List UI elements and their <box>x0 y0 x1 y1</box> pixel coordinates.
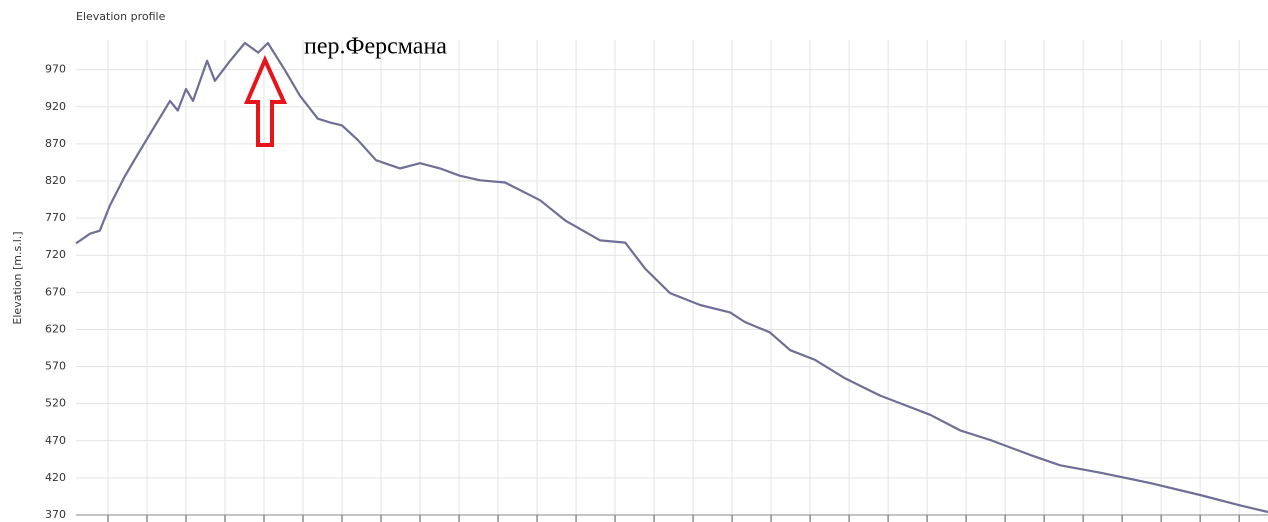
y-tick-label: 420 <box>45 471 66 484</box>
y-tick-label: 470 <box>45 434 66 447</box>
y-tick-label: 920 <box>45 100 66 113</box>
y-tick-label: 670 <box>45 285 66 298</box>
y-axis-label: Elevation [m.s.l.] <box>11 231 24 324</box>
y-tick-label: 720 <box>45 248 66 261</box>
plot <box>75 41 1268 514</box>
y-tick-label: 370 <box>45 508 66 521</box>
y-tick-label: 570 <box>45 360 66 373</box>
y-tick-label: 620 <box>45 322 66 335</box>
grid: 370 420 470 520 570 620 670 720 770 820 870 920 970 <box>45 40 1268 522</box>
chart-title: Elevation profile <box>76 10 166 23</box>
y-tick-label: 770 <box>45 211 66 224</box>
y-tick-label: 970 <box>45 63 66 76</box>
annotation: пер.Ферсмана <box>304 34 447 60</box>
annotation-arrow <box>243 55 288 147</box>
elevation-line <box>75 41 1268 514</box>
y-tick-label: 520 <box>45 397 66 410</box>
y-tick-label: 870 <box>45 137 66 150</box>
y-tick-label: 820 <box>45 174 66 187</box>
